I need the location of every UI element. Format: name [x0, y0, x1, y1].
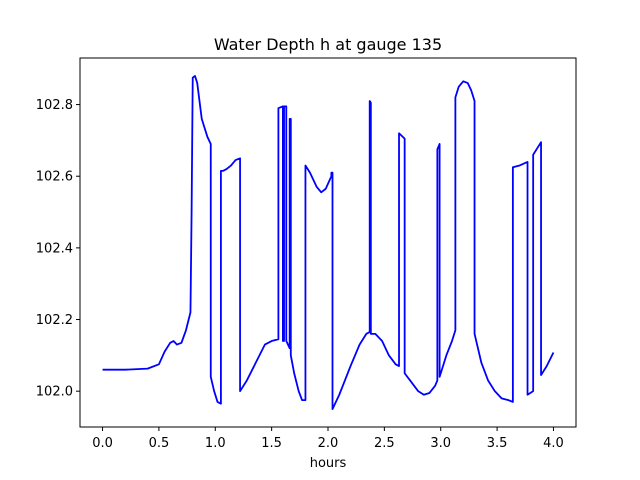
y-tick-label: 102.8	[36, 98, 73, 113]
x-tick-label: 3.0	[430, 436, 451, 451]
x-tick-label: 3.5	[487, 436, 508, 451]
chart-title: Water Depth h at gauge 135	[214, 35, 442, 54]
y-tick-label: 102.4	[36, 241, 73, 256]
x-tick-label: 1.0	[205, 436, 226, 451]
plot-area	[102, 75, 555, 410]
y-tick-label: 102.6	[36, 170, 73, 185]
x-tick-label: 4.0	[543, 436, 564, 451]
x-tick-label: 2.0	[318, 436, 339, 451]
y-tick-label: 102.0	[36, 385, 73, 400]
x-tick-label: 0.5	[149, 436, 170, 451]
x-tick-label: 2.5	[374, 436, 395, 451]
series-line	[102, 75, 555, 410]
x-tick-label: 0.0	[92, 436, 113, 451]
axes-frame	[79, 57, 577, 428]
y-axis-ticks: 102.0 102.2 102.4 102.6 102.8	[36, 98, 80, 400]
x-axis-ticks: 0.0 0.5 1.0 1.5 2.0 2.5 3.0 3.5 4.0	[92, 427, 564, 451]
y-tick-label: 102.2	[36, 313, 73, 328]
x-axis-label: hours	[310, 456, 347, 471]
x-tick-label: 1.5	[261, 436, 282, 451]
